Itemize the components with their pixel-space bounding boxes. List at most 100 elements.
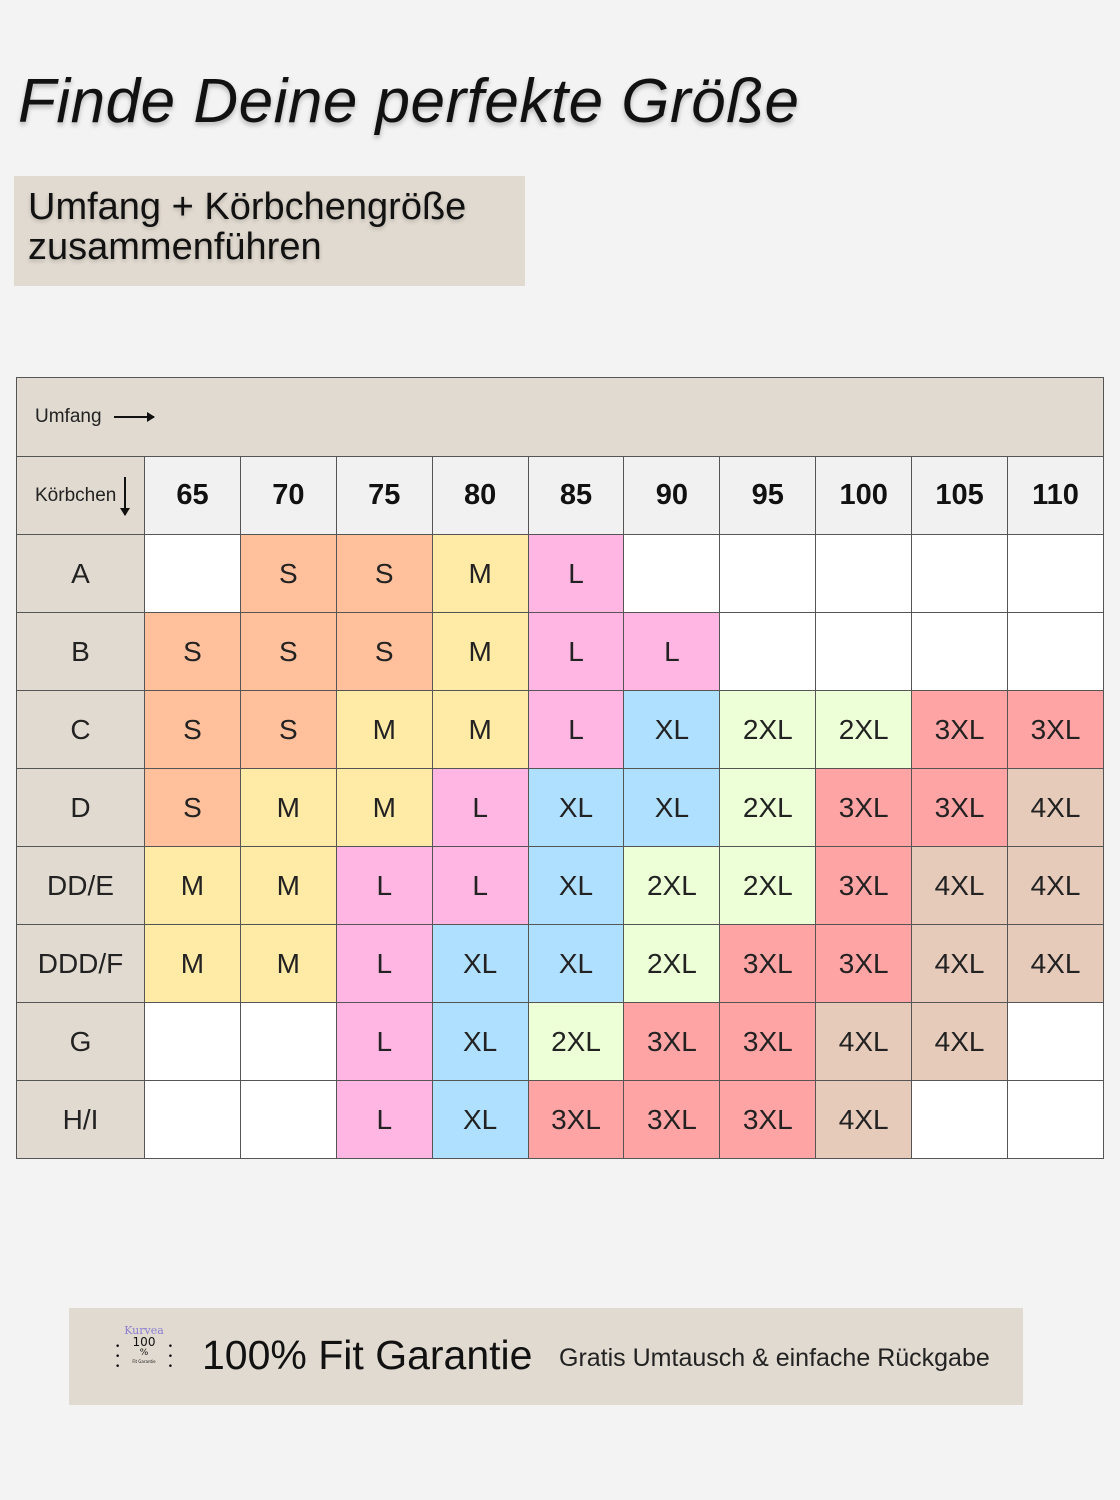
size-cell: 2XL	[623, 924, 721, 1003]
size-cell: 4XL	[815, 1002, 913, 1081]
size-cell	[623, 534, 721, 613]
size-cell: M	[144, 924, 241, 1003]
size-cell: 2XL	[815, 690, 913, 769]
size-cell: M	[431, 690, 529, 769]
size-cell: S	[144, 612, 241, 691]
umfang-header: Umfang	[16, 377, 1104, 457]
size-cell: 2XL	[527, 1002, 625, 1081]
size-cell	[144, 1002, 241, 1081]
size-cell: 3XL	[911, 768, 1009, 847]
arrow-down-icon	[120, 476, 131, 516]
size-cell: L	[527, 534, 625, 613]
size-cell	[239, 1080, 337, 1159]
size-cell: L	[431, 846, 529, 925]
guarantee-tagline: Gratis Umtausch & einfache Rückgabe	[559, 1344, 990, 1372]
badge-caption: Fit Garantie	[132, 1359, 156, 1364]
size-cell	[144, 534, 241, 613]
size-cell	[911, 1080, 1009, 1159]
size-cell: 2XL	[719, 846, 817, 925]
guarantee-badge-logo: Kurvea • • • • • • 100 % Fit Garantie	[109, 1324, 179, 1384]
size-cell	[1007, 534, 1104, 613]
size-cell	[911, 612, 1009, 691]
koerbchen-label: Körbchen	[35, 484, 117, 506]
size-cell: L	[431, 768, 529, 847]
size-cell: 3XL	[815, 924, 913, 1003]
size-cell	[239, 1002, 337, 1081]
koerbchen-header: Körbchen	[16, 456, 145, 535]
size-cell: 3XL	[1007, 690, 1104, 769]
size-cell	[1007, 612, 1104, 691]
size-cell: 3XL	[911, 690, 1009, 769]
table-row: DD/E M M L L XL 2XL 2XL 3XL 4XL 4XL	[16, 846, 1104, 925]
size-cell: L	[623, 612, 721, 691]
size-chart-table: Umfang Körbchen 65 70 75 80 85 90 95 100 105 110 …	[16, 377, 1104, 1159]
size-cell: 4XL	[1007, 924, 1104, 1003]
size-cell: 2XL	[719, 768, 817, 847]
column-header-70: 70	[239, 456, 337, 535]
table-row: G L XL 2XL 3XL 3XL 4XL 4XL	[16, 1002, 1104, 1081]
size-cell: L	[335, 846, 433, 925]
size-cell: XL	[431, 1080, 529, 1159]
row-label-cup: A	[16, 534, 145, 613]
size-cell: S	[144, 768, 241, 847]
size-cell: M	[431, 534, 529, 613]
column-header-85: 85	[527, 456, 625, 535]
umfang-label: Umfang	[35, 406, 102, 427]
badge-number: 100	[132, 1335, 156, 1349]
column-header-100: 100	[815, 456, 913, 535]
column-header-110: 110	[1007, 456, 1104, 535]
size-cell: M	[144, 846, 241, 925]
stars-left-icon: • • •	[115, 1342, 121, 1372]
size-cell	[1007, 1002, 1104, 1081]
size-cell: 4XL	[911, 924, 1009, 1003]
umfang-row: Umfang	[16, 377, 1104, 457]
column-header-75: 75	[335, 456, 433, 535]
size-cell: XL	[527, 846, 625, 925]
size-cell: 3XL	[623, 1080, 721, 1159]
size-cell: 2XL	[719, 690, 817, 769]
size-cell: 3XL	[527, 1080, 625, 1159]
column-header-95: 95	[719, 456, 817, 535]
size-cell	[815, 534, 913, 613]
size-cell: S	[144, 690, 241, 769]
size-cell	[144, 1080, 241, 1159]
table-row: DDD/F M M L XL XL 2XL 3XL 3XL 4XL 4XL	[16, 924, 1104, 1003]
table-row: D S M M L XL XL 2XL 3XL 3XL 4XL	[16, 768, 1104, 847]
size-cell	[815, 612, 913, 691]
row-label-cup: C	[16, 690, 145, 769]
size-cell: 2XL	[623, 846, 721, 925]
size-cell: S	[239, 612, 337, 691]
size-cell: XL	[431, 924, 529, 1003]
size-cell	[911, 534, 1009, 613]
size-cell	[1007, 1080, 1104, 1159]
size-cell: XL	[623, 768, 721, 847]
row-label-cup: G	[16, 1002, 145, 1081]
row-label-cup: B	[16, 612, 145, 691]
column-header-105: 105	[911, 456, 1009, 535]
size-cell: M	[239, 924, 337, 1003]
row-label-cup: D	[16, 768, 145, 847]
size-cell	[719, 612, 817, 691]
table-row: H/I L XL 3XL 3XL 3XL 4XL	[16, 1080, 1104, 1159]
size-cell: M	[335, 690, 433, 769]
column-header-row: Körbchen 65 70 75 80 85 90 95 100 105 110	[16, 456, 1104, 535]
size-cell: S	[335, 612, 433, 691]
size-cell: 3XL	[623, 1002, 721, 1081]
subtitle-line-2: zusammenführen	[28, 226, 322, 268]
size-cell: L	[527, 612, 625, 691]
size-cell: XL	[623, 690, 721, 769]
size-cell: 3XL	[815, 768, 913, 847]
page-title: Finde Deine perfekte Größe	[18, 67, 800, 136]
size-cell: M	[431, 612, 529, 691]
subtitle-box: Umfang + Körbchengröße zusammenführen	[14, 176, 525, 286]
size-cell: S	[335, 534, 433, 613]
size-cell	[719, 534, 817, 613]
column-header-65: 65	[144, 456, 241, 535]
table-row: C S S M M L XL 2XL 2XL 3XL 3XL	[16, 690, 1104, 769]
stars-right-icon: • • •	[167, 1342, 173, 1372]
row-label-cup: DD/E	[16, 846, 145, 925]
subtitle-line-1: Umfang + Körbchengröße	[28, 186, 467, 228]
guarantee-headline: 100% Fit Garantie	[202, 1332, 533, 1378]
